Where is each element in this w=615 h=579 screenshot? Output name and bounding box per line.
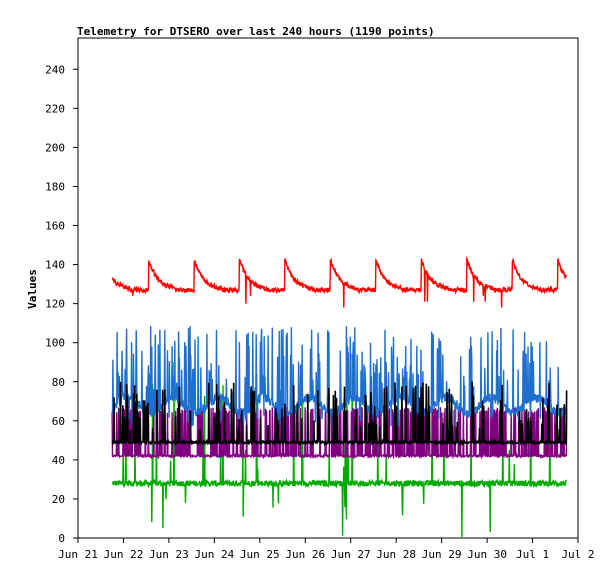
x-tick-label: Jun 25 (240, 548, 280, 561)
x-tick-label: Jun 24 (194, 548, 234, 561)
y-tick-label: 60 (52, 415, 65, 428)
y-tick-label: 140 (45, 259, 65, 272)
y-tick-label: 80 (52, 376, 65, 389)
y-tick-label: 0 (58, 532, 65, 545)
y-tick-label: 160 (45, 220, 65, 233)
y-tick-label: 40 (52, 454, 65, 467)
series-line-1 (111, 326, 568, 427)
x-tick-label: Jun 29 (422, 548, 462, 561)
chart-title: Telemetry for DTSERO over last 240 hours… (77, 25, 435, 38)
series-line-3 (111, 381, 568, 447)
series-group (111, 255, 568, 538)
x-tick-label: Jun 22 (104, 548, 144, 561)
x-tick-label: Jun 28 (376, 548, 416, 561)
y-tick-label: 180 (45, 180, 65, 193)
series-line-0 (111, 255, 568, 308)
y-tick-label: 240 (45, 63, 65, 76)
x-tick-label: Jun 23 (149, 548, 189, 561)
x-tick-label: Jun 27 (331, 548, 371, 561)
y-axis: 0 20 40 60 80 100 120 140 160 180 200 220 240 (45, 63, 78, 545)
y-tick-label: 220 (45, 102, 65, 115)
y-tick-label: 100 (45, 337, 65, 350)
y-tick-label: 20 (52, 493, 65, 506)
x-tick-label: Jun 26 (285, 548, 325, 561)
y-tick-label: 200 (45, 141, 65, 154)
y-axis-label: Values (26, 269, 39, 309)
plot-area (77, 37, 579, 539)
x-tick-label: Jul 2 (561, 548, 594, 561)
x-tick-label: Jun 21 (58, 548, 98, 561)
y-tick-label: 120 (45, 298, 65, 311)
x-axis: Jun 21 Jun 22 Jun 23 Jun 24 Jun 25 Jun 26 Jun … (58, 538, 595, 561)
x-tick-label: Jun 30 (467, 548, 507, 561)
series-line-4 (111, 338, 567, 538)
x-tick-label: Jul 1 (516, 548, 549, 561)
